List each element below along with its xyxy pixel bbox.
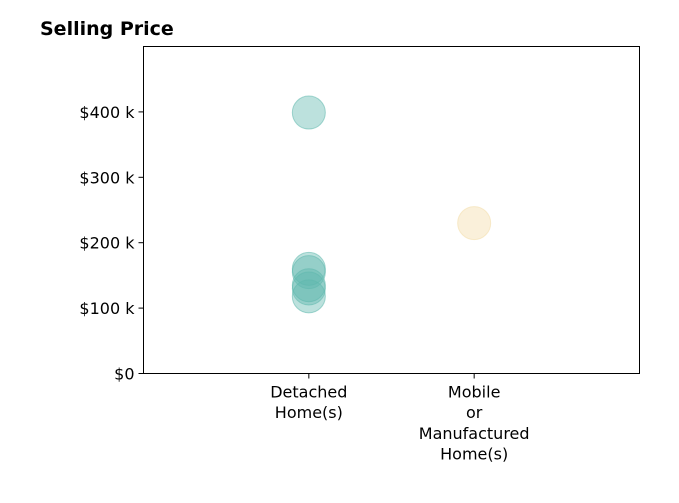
y-tick-label: $200 k <box>79 234 135 253</box>
x-tick-label-line: Mobile <box>448 383 500 402</box>
plot-area <box>143 46 640 374</box>
y-axis: $0 $100 k $200 k $300 k $400 k <box>79 103 144 384</box>
y-tick-label: $400 k <box>79 103 135 122</box>
x-tick-label-line: Manufactured <box>419 424 530 443</box>
x-tick-label-line: Home(s) <box>440 445 508 464</box>
data-point <box>291 271 326 306</box>
x-tick-label-line: Detached <box>270 383 347 402</box>
chart-title: Selling Price <box>40 18 174 40</box>
y-tick-label: $0 <box>114 365 134 384</box>
x-tick-label-line: Home(s) <box>275 403 343 422</box>
data-point <box>291 279 326 314</box>
x-axis: DetachedHome(s)MobileorManufacturedHome(… <box>270 373 530 464</box>
data-point <box>291 95 326 130</box>
x-tick-label-line: or <box>466 403 483 422</box>
data-point <box>457 206 492 241</box>
y-tick-label: $300 k <box>79 168 135 187</box>
y-tick-label: $100 k <box>79 299 135 318</box>
data-points <box>291 95 492 314</box>
